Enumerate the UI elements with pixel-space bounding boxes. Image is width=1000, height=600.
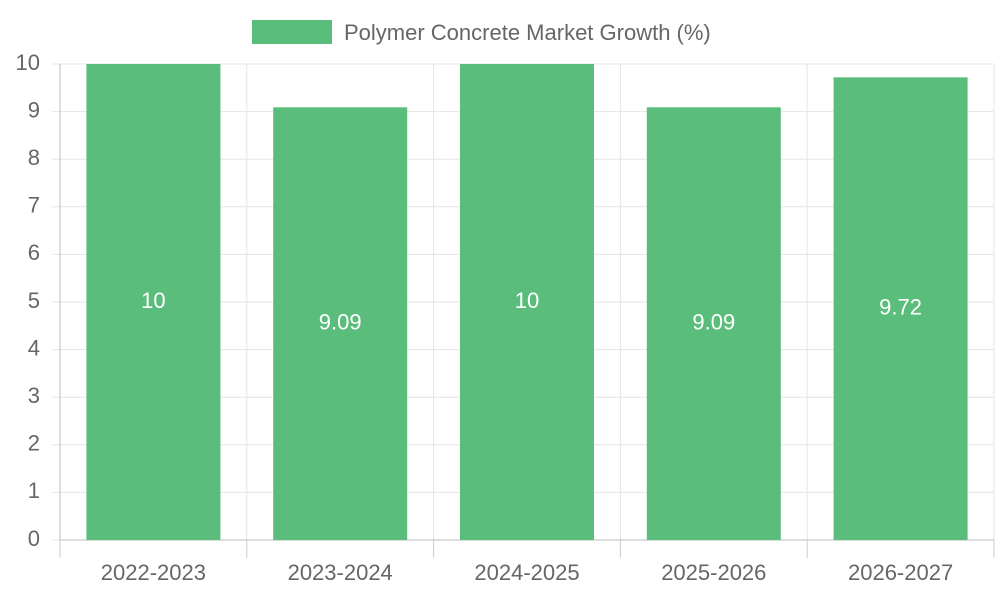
y-tick-label: 10 [16, 50, 40, 75]
y-tick-label: 1 [28, 478, 40, 503]
x-tick-label: 2026-2027 [848, 560, 953, 585]
axes: 0 1 2 3 4 5 6 7 8 9 10 2022-2023 2023-2024 2024-2025 2… [16, 50, 995, 585]
bar[interactable] [833, 77, 968, 540]
y-tick-label: 7 [28, 193, 40, 218]
x-tick-label: 2025-2026 [661, 560, 766, 585]
bar[interactable] [86, 64, 221, 540]
legend[interactable]: Polymer Concrete Market Growth (%) [252, 20, 711, 45]
data-labels: 10 9.09 10 9.09 9.72 [141, 288, 922, 335]
x-tick-label: 2024-2025 [474, 560, 579, 585]
bars [86, 64, 968, 540]
legend-label[interactable]: Polymer Concrete Market Growth (%) [344, 20, 711, 45]
y-tick-label: 4 [28, 335, 40, 360]
y-tick-label: 9 [28, 97, 40, 122]
y-tick-label: 6 [28, 240, 40, 265]
bar[interactable] [273, 107, 408, 540]
x-tick-label: 2023-2024 [288, 560, 393, 585]
y-tick-label: 2 [28, 431, 40, 456]
bar-value-label: 10 [515, 288, 539, 313]
x-tick-label: 2022-2023 [101, 560, 206, 585]
bar-value-label: 9.72 [879, 294, 922, 319]
bar-value-label: 10 [141, 288, 165, 313]
y-tick-label: 3 [28, 383, 40, 408]
legend-swatch[interactable] [252, 20, 332, 44]
bar-value-label: 9.09 [692, 309, 735, 334]
bar[interactable] [646, 107, 781, 540]
bar[interactable] [460, 64, 594, 540]
y-tick-label: 8 [28, 145, 40, 170]
y-tick-label: 0 [28, 526, 40, 551]
y-tick-label: 5 [28, 288, 40, 313]
bar-value-label: 9.09 [319, 309, 362, 334]
